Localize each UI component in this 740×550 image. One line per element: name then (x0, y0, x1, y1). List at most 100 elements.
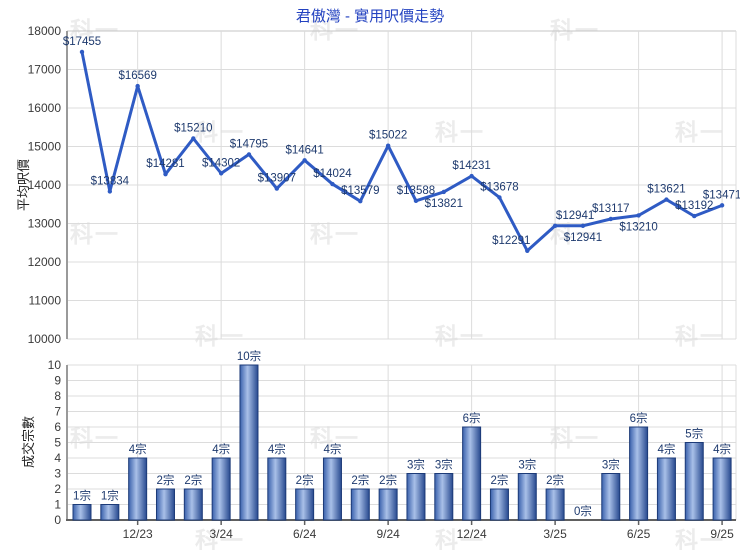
price-point-label: $13588 (397, 185, 435, 197)
volume-bar-label: 3宗 (407, 458, 425, 472)
y-tick-label: 8 (54, 389, 61, 403)
price-point (497, 195, 502, 200)
price-line (80, 51, 557, 253)
x-tick-label: 6/24 (293, 527, 317, 541)
x-tick-label: 3/25 (543, 527, 567, 541)
watermark-text: 科一 (70, 425, 120, 451)
volume-bar-label: 5宗 (685, 427, 703, 441)
volume-bar-label: 2宗 (157, 473, 175, 487)
price-point (79, 49, 85, 55)
watermark-text: 科一 (195, 527, 245, 550)
price-point-label: $14302 (202, 157, 240, 169)
volume-bar (100, 504, 120, 521)
y-tick-label: 12000 (28, 255, 62, 269)
price-point (107, 189, 113, 194)
price-point-label: $13579 (341, 185, 379, 197)
volume-bar-label: 4宗 (212, 442, 230, 456)
volume-bar-label: 6宗 (630, 411, 648, 425)
x-tick-label: 12/23 (123, 527, 153, 541)
watermark-text: 科一 (435, 119, 485, 145)
y-tick-label: 4 (54, 451, 61, 465)
volume-bar-label: 2宗 (296, 473, 314, 487)
volume-bar (155, 488, 175, 521)
y-tick-label: 17000 (28, 63, 62, 77)
volume-bar (378, 488, 398, 521)
volume-bar-label: 4宗 (268, 442, 286, 456)
volume-bar-label: 2宗 (490, 473, 508, 487)
price-point-label: $17455 (63, 36, 101, 48)
price-point-label: $14281 (146, 158, 184, 170)
price-point-label: $13834 (91, 175, 130, 187)
volume-bar (239, 364, 259, 521)
volume-bar (322, 457, 342, 521)
price-point (163, 171, 168, 177)
price-point (692, 213, 697, 219)
volume-bar-label: 2宗 (184, 473, 202, 487)
price-point-label: $12941 (556, 210, 594, 222)
price-point-label: $16569 (118, 70, 156, 82)
volume-bar (712, 457, 732, 521)
price-point-label: $12291 (492, 235, 530, 247)
volume-bar (517, 473, 537, 521)
volume-bar-label: 3宗 (518, 458, 536, 472)
watermark-text: 科一 (310, 17, 360, 43)
y-axis-title-price: 平均呎價 (16, 159, 31, 211)
y-tick-label: 16000 (28, 101, 62, 115)
y-tick-label: 3 (54, 467, 61, 481)
y-tick-label: 10 (48, 358, 62, 372)
volume-bar (295, 488, 315, 521)
price-point-label: $15022 (369, 130, 407, 142)
price-point (636, 213, 641, 218)
price-point-label: $13907 (258, 173, 296, 185)
watermark-text: 科一 (195, 323, 245, 349)
price-point-label: $13192 (675, 200, 713, 212)
price-point (552, 223, 558, 228)
price-point (274, 186, 280, 191)
watermark-text: 科一 (310, 221, 360, 247)
volume-bar (629, 426, 649, 521)
price-point-label: $13821 (425, 198, 463, 210)
price-point (302, 158, 307, 163)
volume-bar (211, 457, 231, 521)
x-tick-label: 9/25 (710, 527, 734, 541)
volume-bar-label: 0宗 (574, 504, 592, 518)
price-point-label: $13471 (703, 189, 740, 201)
volume-bar-label: 2宗 (351, 473, 369, 487)
volume-bar-label: 4宗 (324, 442, 342, 456)
price-point (330, 181, 335, 187)
y-tick-label: 18000 (28, 24, 62, 38)
y-tick-label: 6 (54, 420, 61, 434)
chart-title: 君傲灣 - 實用呎價走勢 (295, 8, 445, 25)
volume-bar-label: 1宗 (73, 489, 91, 503)
y-tick-label: 0 (54, 513, 61, 527)
price-point (246, 152, 252, 157)
price-point (664, 197, 669, 202)
volume-bar (350, 488, 370, 521)
price-point (608, 216, 613, 222)
volume-bar (462, 426, 482, 521)
volume-bar-label: 1宗 (101, 489, 119, 503)
price-point-label: $14795 (230, 138, 268, 150)
watermark-text: 科一 (70, 17, 120, 43)
volume-bar-label: 3宗 (435, 458, 453, 472)
y-tick-label: 5 (54, 436, 61, 450)
y-tick-label: 13000 (28, 217, 62, 231)
watermark-text: 科一 (310, 425, 360, 451)
volume-bar-label: 6宗 (463, 411, 481, 425)
price-point-label: $13210 (619, 221, 657, 233)
x-tick-label: 9/24 (376, 527, 400, 541)
price-point-label: $13678 (480, 181, 518, 193)
volume-bar-label: 4宗 (713, 442, 731, 456)
volume-bar-label: 4宗 (129, 442, 147, 456)
watermark-text: 科一 (435, 323, 485, 349)
volume-bar-label: 2宗 (379, 473, 397, 487)
y-tick-label: 2 (54, 482, 61, 496)
price-point (525, 248, 530, 253)
volume-bar-label: 2宗 (546, 473, 564, 487)
volume-bar-label: 4宗 (657, 442, 675, 456)
watermark-text: 科一 (675, 527, 725, 550)
price-point (385, 143, 391, 148)
volume-bar (72, 504, 92, 521)
x-tick-label: 3/24 (209, 527, 233, 541)
